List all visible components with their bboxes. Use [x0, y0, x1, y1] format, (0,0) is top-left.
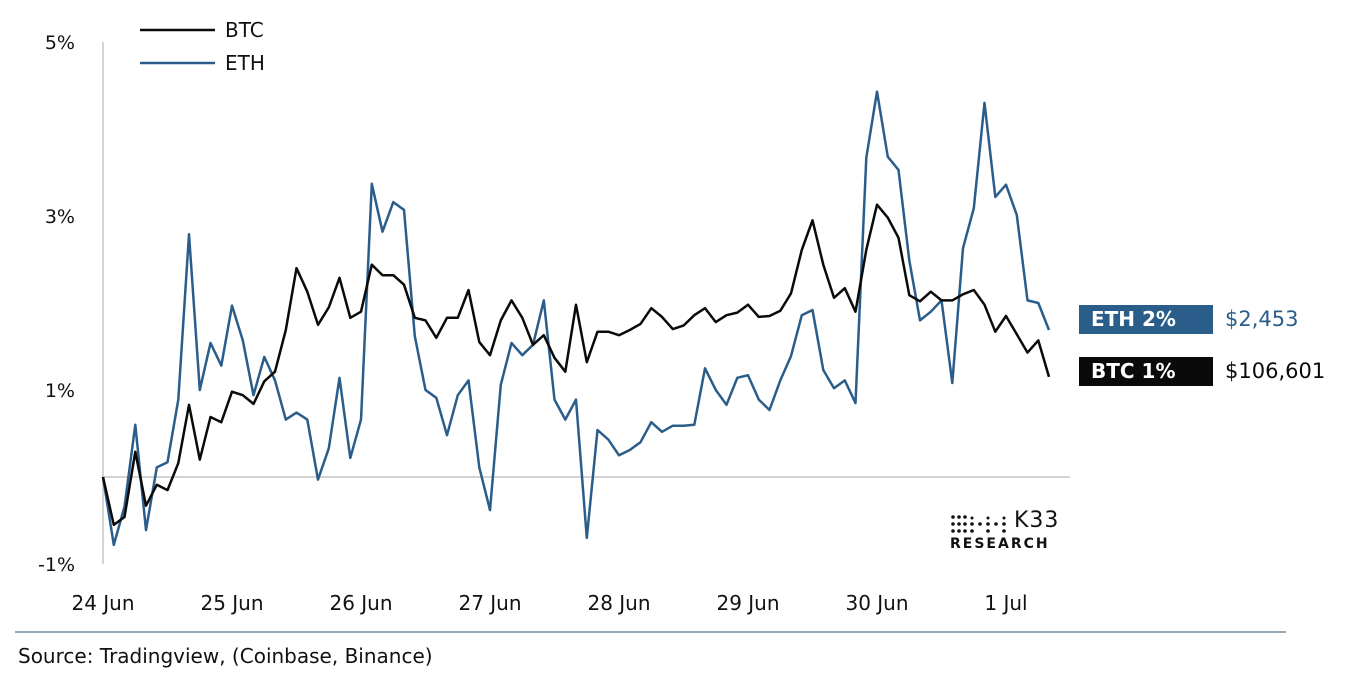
y-tick-label: 3%: [45, 206, 75, 228]
eth-price: $2,453: [1225, 307, 1299, 331]
logo-research: RESEARCH: [950, 536, 1050, 552]
x-tick-label: 28 Jun: [587, 591, 650, 615]
legend-label-btc: BTC: [225, 18, 264, 42]
x-tick-label: 27 Jun: [458, 591, 521, 615]
eth-end-tag: ETH 2%: [1079, 305, 1213, 334]
x-tick-label: 1 Jul: [984, 591, 1027, 615]
legend-label-eth: ETH: [225, 51, 265, 75]
source-note: Source: Tradingview, (Coinbase, Binance): [18, 644, 433, 668]
x-tick-label: 29 Jun: [716, 591, 779, 615]
btc-end-tag: BTC 1%: [1079, 357, 1213, 386]
logo-k33: K33: [1014, 508, 1060, 533]
x-tick-label: 26 Jun: [329, 591, 392, 615]
x-tick-label: 30 Jun: [845, 591, 908, 615]
y-tick-label: -1%: [38, 554, 75, 576]
series-line-eth: [101, 90, 1051, 547]
logo-dots-icon: [951, 515, 1006, 533]
x-tick-label: 25 Jun: [200, 591, 263, 615]
x-tick-label: 24 Jun: [71, 591, 134, 615]
y-tick-label: 5%: [45, 32, 75, 54]
footer-divider: [15, 631, 1286, 633]
series-line-btc: [101, 203, 1051, 527]
y-tick-label: 1%: [45, 380, 75, 402]
btc-price: $106,601: [1225, 359, 1326, 383]
